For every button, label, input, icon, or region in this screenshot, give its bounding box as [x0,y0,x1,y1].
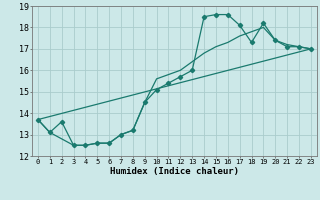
X-axis label: Humidex (Indice chaleur): Humidex (Indice chaleur) [110,167,239,176]
